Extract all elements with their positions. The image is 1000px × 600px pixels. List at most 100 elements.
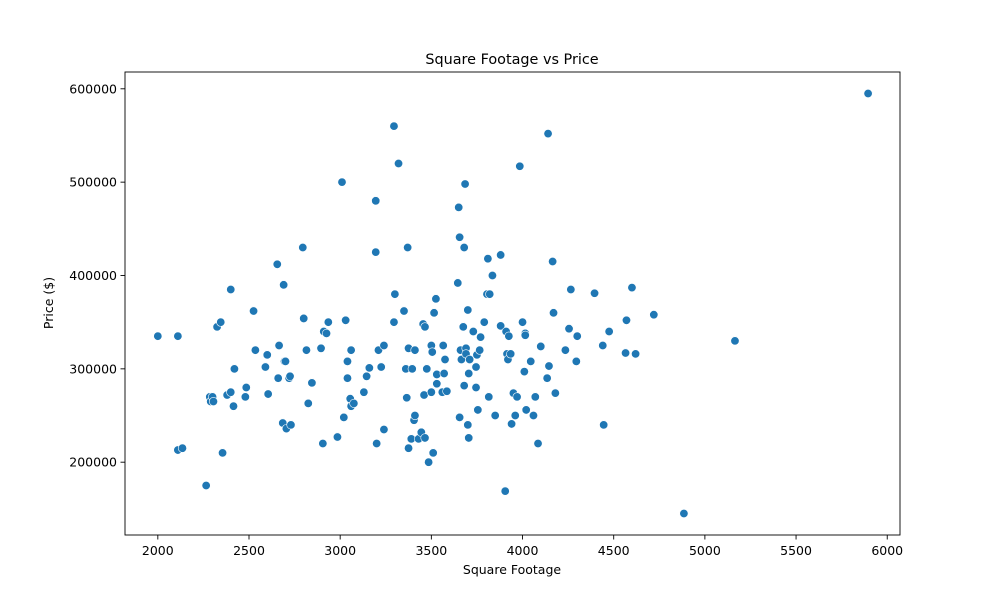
scatter-point: [455, 412, 465, 422]
scatter-point: [550, 388, 560, 398]
scatter-point: [376, 362, 386, 372]
scatter-point: [260, 362, 270, 372]
scatter-point: [863, 88, 873, 98]
scatter-point: [285, 371, 295, 381]
scatter-point: [458, 322, 468, 332]
scatter-point: [372, 439, 382, 449]
scatter-point: [339, 412, 349, 422]
scatter-point: [349, 398, 359, 408]
scatter-point: [410, 345, 420, 355]
scatter-point: [301, 345, 311, 355]
scatter-point: [279, 280, 289, 290]
x-tick-label: 6000: [871, 543, 903, 558]
scatter-point: [543, 129, 553, 139]
scatter-point: [510, 411, 520, 421]
scatter-point: [422, 364, 432, 374]
scatter-point: [218, 448, 228, 458]
scatter-point: [399, 306, 409, 316]
scatter-point: [342, 356, 352, 366]
scatter-point: [316, 343, 326, 353]
scatter-point: [323, 317, 333, 327]
scatter-point: [318, 439, 328, 449]
scatter-point: [560, 345, 570, 355]
x-tick-label: 5500: [780, 543, 812, 558]
scatter-point: [250, 345, 260, 355]
scatter-point: [496, 250, 506, 260]
scatter-point: [530, 392, 540, 402]
scatter-point: [286, 420, 296, 430]
scatter-point: [548, 256, 558, 266]
scatter-point: [371, 196, 381, 206]
y-tick-label: 400000: [69, 268, 117, 283]
scatter-point: [500, 486, 510, 496]
scatter-point: [229, 364, 239, 374]
y-tick-label: 200000: [69, 455, 117, 470]
scatter-point: [298, 242, 308, 252]
y-tick-label: 300000: [69, 361, 117, 376]
scatter-point: [429, 308, 439, 318]
y-axis-label: Price ($): [41, 277, 56, 329]
scatter-point: [496, 321, 506, 331]
scatter-point: [490, 411, 500, 421]
x-tick-label: 2500: [233, 543, 265, 558]
scatter-point: [504, 331, 514, 341]
scatter-point: [590, 288, 600, 298]
x-tick-label: 4000: [507, 543, 539, 558]
scatter-point: [424, 457, 434, 467]
y-axis-ticks: 200000 300000 400000 500000 600000: [69, 81, 125, 470]
scatter-point: [572, 331, 582, 341]
scatter-point: [440, 355, 450, 365]
scatter-point: [389, 121, 399, 131]
scatter-point: [542, 373, 552, 383]
scatter-point: [153, 331, 163, 341]
scatter-point: [427, 347, 437, 357]
scatter-point: [463, 420, 473, 430]
scatter-point: [439, 369, 449, 379]
scatter-point: [468, 326, 478, 336]
scatter-point: [420, 322, 430, 332]
x-axis-ticks: 2000 2500 3000 3500 4000 4500 5000 5500 6000: [142, 535, 903, 558]
scatter-point: [506, 349, 516, 359]
y-tick-label: 500000: [69, 175, 117, 190]
scatter-point: [403, 242, 413, 252]
scatter-point: [359, 387, 369, 397]
scatter-point: [459, 242, 469, 252]
scatter-point: [521, 405, 531, 415]
scatter-point: [432, 379, 442, 389]
scatter-point: [566, 284, 576, 294]
scatter-point: [515, 161, 525, 171]
scatter-point: [519, 367, 529, 377]
axes: [124, 71, 901, 536]
scatter-point: [249, 306, 259, 316]
scatter-point: [438, 341, 448, 351]
scatter-point: [341, 315, 351, 325]
scatter-point: [274, 341, 284, 351]
scatter-point: [475, 345, 485, 355]
scatter-point: [627, 283, 637, 293]
scatter-point: [533, 439, 543, 449]
scatter-point: [463, 305, 473, 315]
scatter-point: [460, 179, 470, 189]
scatter-point: [280, 356, 290, 366]
scatter-point: [621, 315, 631, 325]
scatter-point: [526, 356, 536, 366]
scatter-point: [483, 254, 493, 264]
scatter-point: [362, 371, 372, 381]
scatter-point: [455, 232, 465, 242]
scatter-point: [389, 317, 399, 327]
scatter-point: [431, 294, 441, 304]
scatter-point: [371, 247, 381, 257]
scatter-point: [471, 383, 481, 393]
scatter-point: [598, 341, 608, 351]
scatter-point: [479, 317, 489, 327]
scatter-point: [332, 432, 342, 442]
scatter-point: [272, 259, 282, 269]
scatter-point: [730, 336, 740, 346]
scatter-point: [679, 509, 689, 519]
scatter-point: [485, 289, 495, 299]
scatter-point: [536, 341, 546, 351]
scatter-point: [346, 345, 356, 355]
scatter-point: [465, 355, 475, 365]
scatter-point: [520, 330, 530, 340]
